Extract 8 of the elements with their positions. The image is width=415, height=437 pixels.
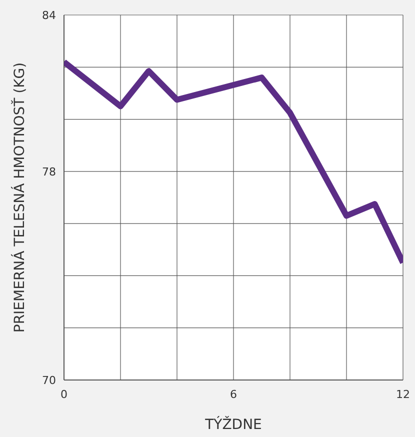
y-tick-label: 78	[42, 165, 56, 178]
y-tick-label: 84	[42, 9, 56, 22]
x-tick-label: 6	[230, 388, 237, 401]
x-tick-label: 12	[396, 388, 410, 401]
y-axis-title: PRIEMERNÁ TELESNÁ HMOTNOSŤ (KG)	[11, 62, 28, 333]
y-tick-label: 70	[42, 374, 56, 387]
x-axis-title: TÝŽDNE	[204, 416, 262, 433]
x-tick-label: 0	[60, 388, 68, 401]
